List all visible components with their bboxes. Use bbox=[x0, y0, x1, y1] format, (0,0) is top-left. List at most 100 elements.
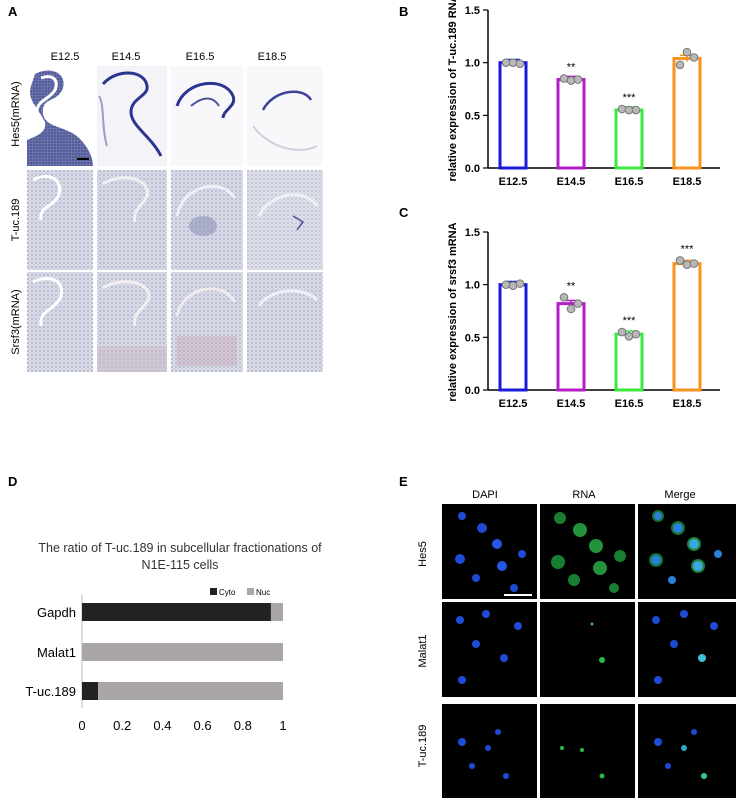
chart-d-bar-segment bbox=[270, 603, 283, 621]
chart-b-data-point bbox=[573, 75, 583, 84]
chart-c-xtick-label: E14.5 bbox=[557, 398, 586, 410]
chart-c-data-point bbox=[501, 280, 511, 289]
panel-e-row-hes5: Hes5 bbox=[417, 541, 429, 567]
micro-hes5-dapi bbox=[442, 504, 537, 599]
tile-srsf3-e18 bbox=[247, 272, 323, 372]
micro-malat1-merge bbox=[638, 602, 736, 697]
chart-b-bar bbox=[614, 108, 644, 170]
chart-d-legend-swatch bbox=[247, 588, 254, 595]
chart-c-ytick-label: 0.0 bbox=[465, 385, 480, 397]
chart-b-data-point bbox=[689, 53, 699, 62]
chart-d-legend-label: Cyto bbox=[219, 588, 236, 597]
micro-malat1-dapi bbox=[442, 602, 537, 697]
chart-b-data-point bbox=[566, 76, 576, 85]
chart-d-xtick-label: 0.6 bbox=[194, 718, 212, 733]
micro-tuc189-rna bbox=[540, 704, 635, 798]
chart-c-data-point bbox=[617, 327, 627, 337]
micro-tuc189-dapi bbox=[442, 704, 537, 798]
panel-e-col-merge: Merge bbox=[664, 489, 696, 501]
chart-c-xtick-label: E18.5 bbox=[673, 398, 702, 410]
chart-d-xtick-label: 0.8 bbox=[234, 718, 252, 733]
micro-malat1-rna bbox=[540, 602, 635, 697]
chart-c-data-point bbox=[515, 279, 525, 288]
panel-label-a: A bbox=[8, 4, 18, 19]
chart-c-data-point bbox=[624, 331, 634, 341]
tile-tuc189-e16 bbox=[171, 170, 243, 270]
panel-a-row-tuc189: T-uc.189 bbox=[10, 198, 22, 242]
chart-c-data-point bbox=[675, 256, 685, 265]
tile-hes5-e14 bbox=[97, 66, 167, 166]
chart-d-category-label: T-uc.189 bbox=[25, 684, 76, 699]
chart-c-ytick-label: 1.0 bbox=[465, 280, 480, 292]
tile-hes5-e16 bbox=[171, 66, 243, 166]
chart-b-xtick-label: E18.5 bbox=[673, 176, 702, 188]
panel-e-row-tuc189: T-uc.189 bbox=[417, 724, 429, 768]
tile-srsf3-e16 bbox=[171, 272, 243, 372]
chart-c-ytick-label: 0.5 bbox=[465, 332, 480, 344]
chart-c-bar bbox=[556, 302, 586, 392]
panel-a-col-e16: E16.5 bbox=[185, 51, 215, 63]
chart-d-xtick-label: 0.2 bbox=[113, 718, 131, 733]
chart-b-data-point bbox=[624, 105, 634, 115]
chart-d-title: The ratio of T-uc.189 in subcellular fra… bbox=[38, 541, 322, 572]
chart-c-data-point bbox=[508, 281, 518, 291]
chart-b-xtick-label: E16.5 bbox=[615, 176, 644, 188]
chart-b-ytick-label: 0.0 bbox=[465, 163, 480, 175]
chart-c-xtick-label: E16.5 bbox=[615, 398, 644, 410]
chart-d-bar-segment bbox=[82, 682, 99, 700]
chart-d-legend-swatch bbox=[210, 588, 217, 595]
panel-a-col-e18: E18.5 bbox=[257, 51, 287, 63]
panel-label-b: B bbox=[399, 4, 409, 19]
chart-b: relative expression of T-uc.189 RNA 0.0 0… bbox=[447, 0, 720, 188]
tile-srsf3-e12 bbox=[27, 272, 93, 372]
chart-c-significance: ** bbox=[567, 280, 576, 292]
chart-b-ytick-label: 1.0 bbox=[465, 58, 480, 70]
panel-a-col-e12: E12.5 bbox=[50, 51, 80, 63]
chart-b-xtick-label: E14.5 bbox=[557, 176, 586, 188]
chart-d-bar-segment bbox=[98, 682, 283, 700]
chart-c-data-point bbox=[689, 259, 699, 268]
micro-hes5-rna bbox=[540, 504, 635, 599]
chart-d-category-label: Gapdh bbox=[37, 605, 76, 620]
chart-b-bar bbox=[672, 56, 702, 170]
chart-d-bar-segment bbox=[82, 643, 283, 661]
chart-b-data-point bbox=[617, 104, 627, 114]
chart-b-bar bbox=[556, 78, 586, 170]
tile-srsf3-e14 bbox=[97, 272, 167, 372]
chart-b-data-point bbox=[501, 58, 511, 67]
micro-tuc189-merge bbox=[638, 704, 736, 798]
chart-c-data-point bbox=[682, 260, 692, 269]
chart-b-significance: ** bbox=[567, 61, 576, 73]
panel-a-row-hes5: Hes5(mRNA) bbox=[10, 81, 22, 147]
chart-b-data-point bbox=[559, 74, 569, 83]
chart-d-legend-label: Nuc bbox=[256, 588, 270, 597]
panel-e-row-malat1: Malat1 bbox=[417, 634, 429, 668]
chart-c-bar bbox=[672, 262, 702, 392]
panel-a-row-srsf3: Srsf3(mRNA) bbox=[10, 289, 22, 355]
chart-c-bar bbox=[614, 332, 644, 392]
panel-a-col-e14: E14.5 bbox=[111, 51, 141, 63]
chart-c-data-point bbox=[566, 304, 576, 314]
chart-c: relative expression of srsf3 mRNA 0.0 0.5… bbox=[447, 222, 720, 410]
tile-tuc189-e18 bbox=[247, 170, 323, 270]
chart-b-xtick-label: E12.5 bbox=[499, 176, 528, 188]
panel-label-e: E bbox=[399, 474, 408, 489]
chart-b-data-point bbox=[631, 105, 641, 115]
chart-d-xtick-label: 1 bbox=[279, 718, 286, 733]
chart-d-xtick-label: 0.4 bbox=[153, 718, 171, 733]
tile-hes5-e12 bbox=[27, 66, 93, 166]
chart-b-bar bbox=[498, 61, 528, 170]
panel-label-d: D bbox=[8, 474, 18, 489]
panel-label-c: C bbox=[399, 205, 409, 220]
chart-c-ytick-label: 1.5 bbox=[465, 227, 480, 239]
chart-b-data-point bbox=[515, 59, 525, 69]
panel-a-insitu-grid bbox=[27, 66, 323, 372]
chart-c-xtick-label: E12.5 bbox=[499, 398, 528, 410]
panel-e-col-dapi: DAPI bbox=[472, 489, 498, 501]
chart-c-bar bbox=[498, 283, 528, 392]
chart-c-significance: *** bbox=[623, 315, 637, 327]
chart-b-data-point bbox=[682, 47, 692, 57]
micro-hes5-merge bbox=[638, 504, 736, 599]
tile-hes5-e18 bbox=[247, 66, 323, 166]
chart-c-data-point bbox=[559, 293, 569, 302]
